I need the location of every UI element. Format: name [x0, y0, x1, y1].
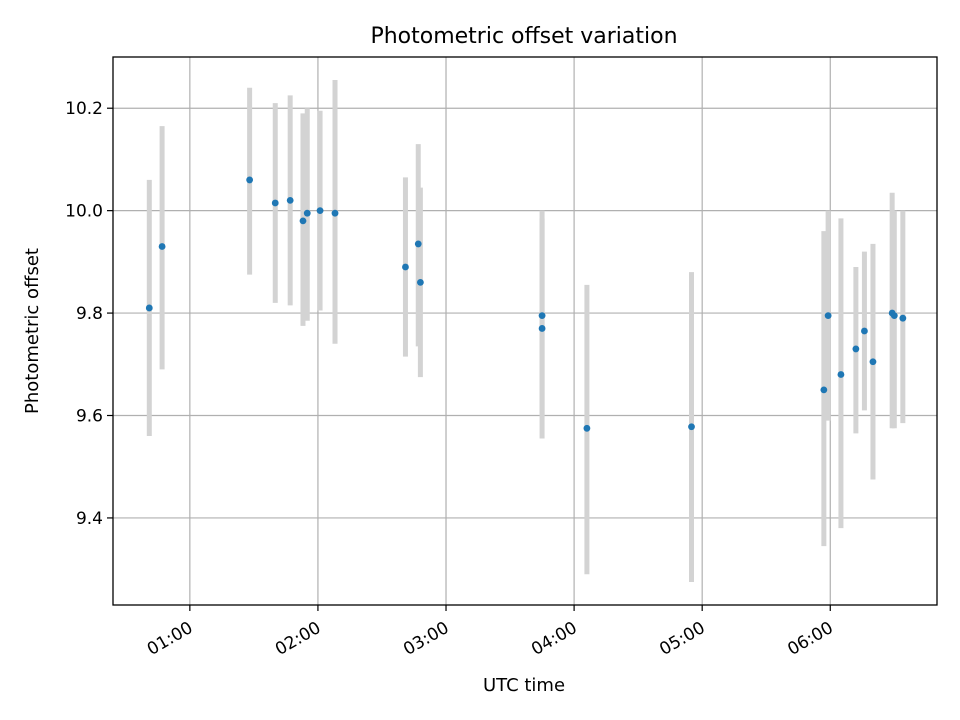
data-point — [402, 263, 409, 271]
data-point — [824, 312, 832, 320]
y-tick-label: 9.6 — [76, 407, 103, 427]
x-tick-label: 04:00 — [528, 618, 580, 660]
data-point — [890, 312, 898, 320]
data-point — [869, 358, 877, 366]
data-point — [861, 327, 868, 335]
data-points — [145, 176, 907, 432]
plot-frame — [112, 56, 938, 606]
data-point — [316, 207, 324, 215]
data-point — [852, 345, 860, 353]
y-axis-label: Photometric offset — [22, 248, 43, 414]
x-tick-label: 03:00 — [400, 618, 452, 660]
data-point — [271, 199, 279, 207]
x-tick-label: 01:00 — [144, 618, 196, 660]
x-tick-label: 06:00 — [784, 618, 836, 660]
data-point — [414, 240, 422, 248]
data-point — [416, 278, 424, 286]
x-tick-label: 02:00 — [272, 618, 324, 660]
x-axis-label: UTC time — [483, 675, 565, 696]
data-point — [331, 209, 339, 217]
data-point — [246, 176, 254, 184]
y-tick-label: 9.4 — [76, 509, 103, 529]
data-point — [158, 243, 166, 250]
data-point — [538, 325, 546, 332]
data-point — [837, 371, 845, 378]
y-tick-label: 10.2 — [65, 99, 103, 119]
data-point — [688, 423, 695, 431]
chart-title: Photometric offset variation — [370, 24, 677, 49]
data-point — [538, 312, 546, 320]
y-tick-label: 9.8 — [76, 304, 103, 324]
data-point — [299, 217, 307, 225]
x-tick-label: 05:00 — [656, 618, 708, 660]
y-tick-label: 10.0 — [65, 202, 103, 222]
grid-layer — [113, 57, 937, 605]
data-point — [583, 424, 591, 432]
data-point — [303, 209, 311, 217]
data-point — [145, 304, 153, 312]
data-point — [286, 197, 294, 204]
data-point — [899, 314, 907, 322]
x-axis: 01:00 02:00 03:00 04:00 05:00 06:00 — [144, 605, 837, 660]
y-axis: 9.4 9.6 9.8 10.0 10.2 — [65, 99, 113, 529]
error-bars — [146, 80, 906, 582]
data-point — [820, 386, 828, 394]
